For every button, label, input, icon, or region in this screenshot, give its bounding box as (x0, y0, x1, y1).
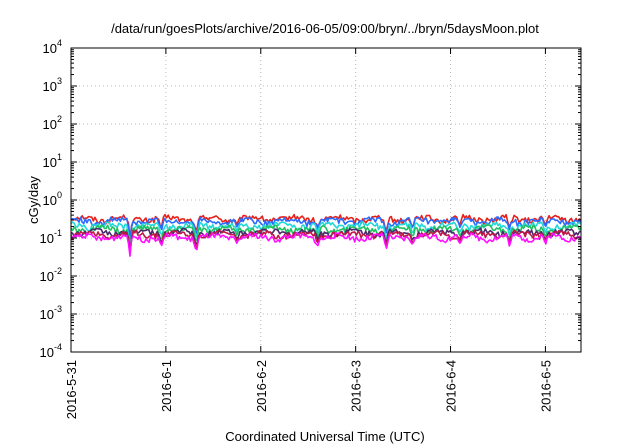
y-tick-label: 10-2 (40, 266, 62, 284)
chart-title: /data/run/goesPlots/archive/2016-06-05/0… (111, 21, 539, 36)
y-tick-label: 10-1 (40, 228, 62, 246)
x-tick-label: 2016-6-5 (538, 360, 553, 412)
x-tick-label: 2016-5-31 (64, 360, 79, 419)
y-tick-label: 10-3 (40, 304, 62, 322)
x-tick-label: 2016-6-1 (159, 360, 174, 412)
x-axis: 2016-5-31 2016-6-1 2016-6-2 2016-6-3 2016-6-… (64, 48, 553, 419)
y-tick-label: 104 (43, 38, 62, 56)
y-axis: 104 103 102 101 100 10-1 10-2 10-3 10-4 (40, 38, 581, 360)
y-axis-label: cGy/day (26, 176, 41, 224)
series-line (70, 221, 582, 246)
series-line (70, 216, 582, 241)
x-tick-label: 2016-6-3 (349, 360, 364, 412)
grid (71, 48, 581, 352)
x-tick-label: 2016-6-4 (444, 360, 459, 412)
series-line (70, 224, 582, 249)
y-tick-label: 100 (43, 190, 62, 208)
y-tick-label: 10-4 (40, 342, 62, 360)
series-line (70, 229, 582, 254)
series-lines (70, 213, 582, 257)
y-tick-label: 101 (43, 152, 62, 170)
y-tick-label: 102 (43, 114, 62, 132)
y-tick-label: 103 (43, 76, 62, 94)
series-line (70, 232, 582, 257)
series-line (70, 213, 582, 239)
x-tick-label: 2016-6-2 (254, 360, 269, 412)
x-axis-label: Coordinated Universal Time (UTC) (225, 429, 424, 444)
